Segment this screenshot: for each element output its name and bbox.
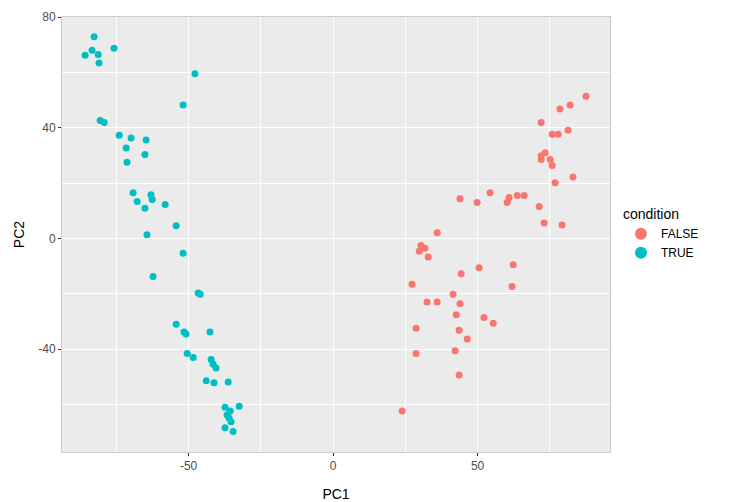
svg-text:-50: -50 — [180, 459, 198, 473]
svg-text:0: 0 — [49, 232, 56, 246]
svg-text:PC2: PC2 — [11, 221, 27, 248]
svg-text:FALSE: FALSE — [661, 227, 698, 241]
svg-text:-40: -40 — [38, 342, 56, 356]
svg-text:0: 0 — [330, 459, 337, 473]
svg-text:80: 80 — [42, 10, 56, 24]
svg-text:condition: condition — [623, 206, 679, 222]
svg-text:50: 50 — [471, 459, 485, 473]
svg-text:TRUE: TRUE — [661, 246, 694, 260]
svg-text:PC1: PC1 — [322, 486, 349, 502]
svg-text:40: 40 — [42, 121, 56, 135]
